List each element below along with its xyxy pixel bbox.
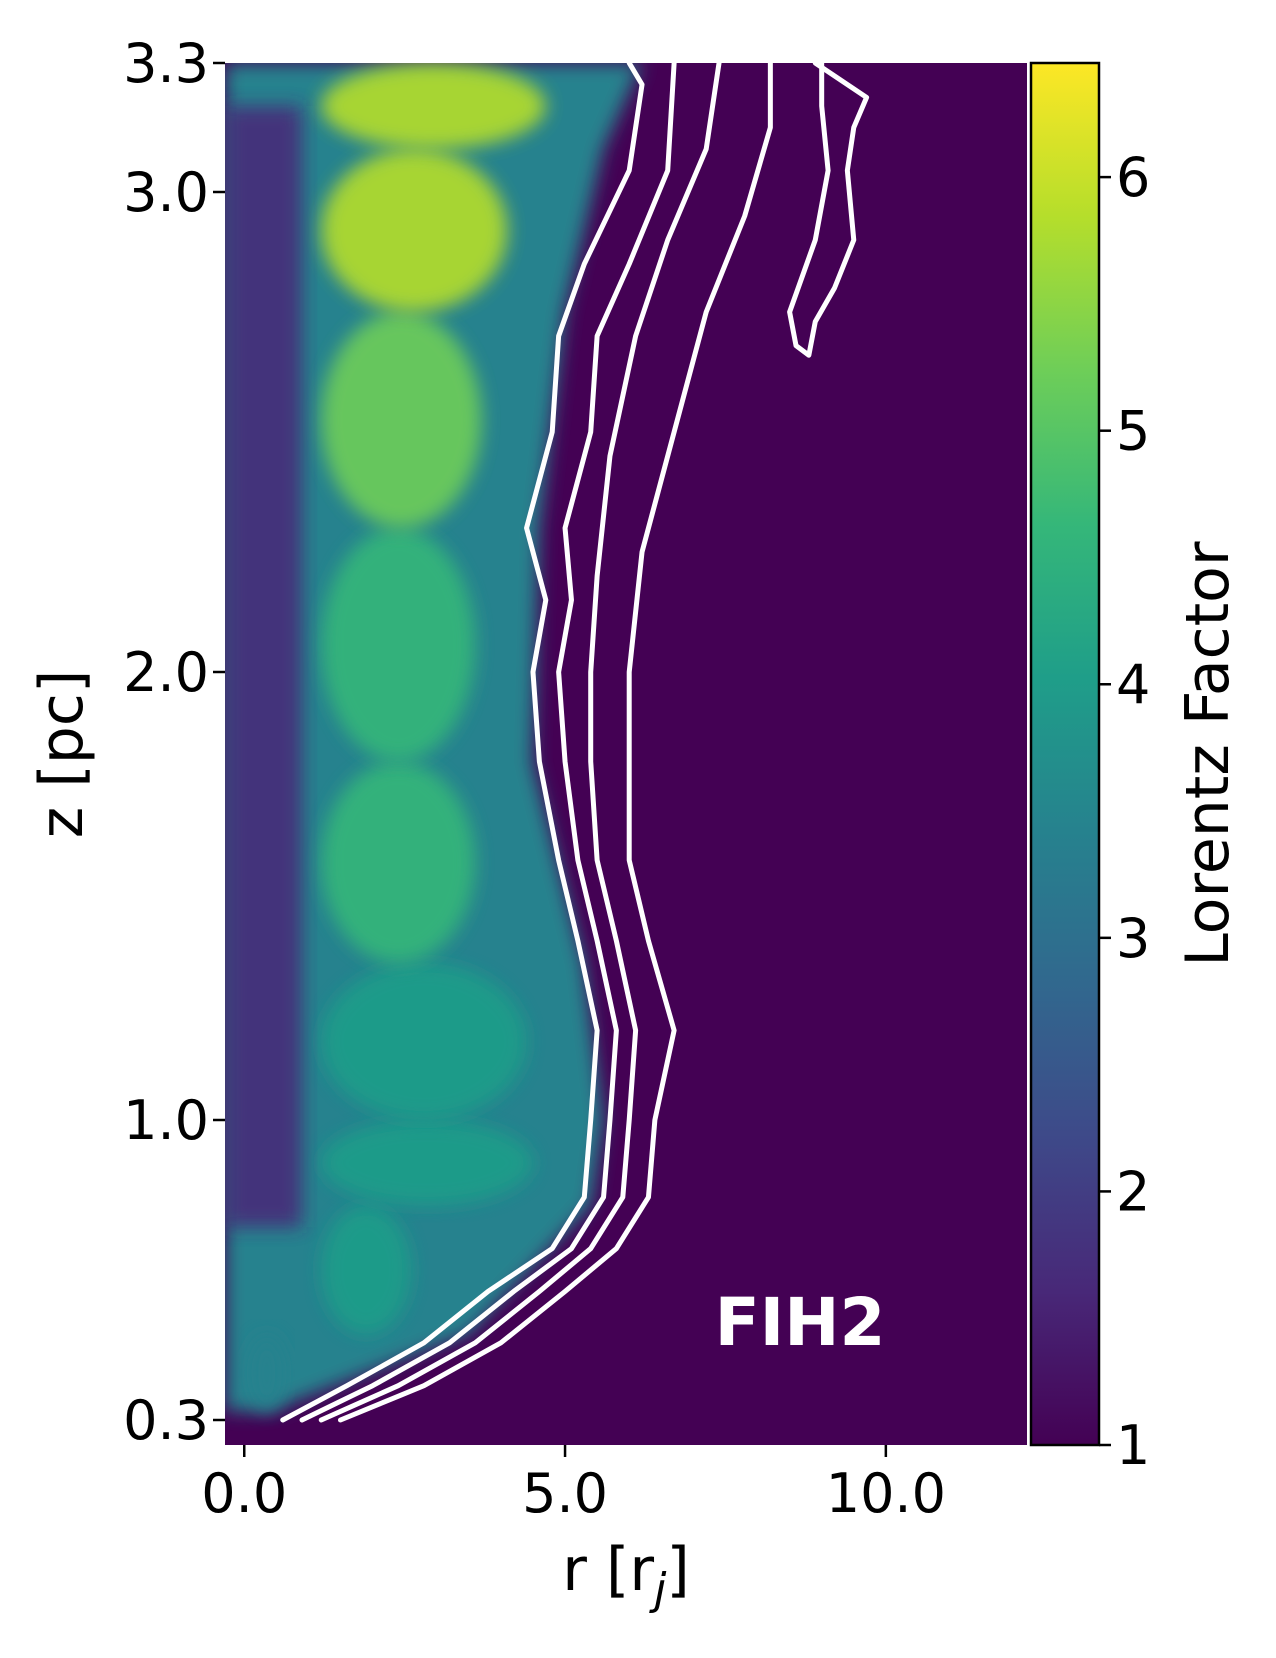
jet-core-band — [321, 1120, 533, 1206]
colorbar-tick-label: 5 — [1116, 400, 1150, 463]
jet-core-band — [321, 528, 476, 762]
x-axis: 0.0 5.0 10.0 — [201, 1445, 946, 1525]
contour-lines — [280, 63, 870, 1423]
colorbar-tick-label: 6 — [1116, 146, 1150, 209]
y-tick-label: 2.0 — [123, 641, 209, 704]
x-tick-label: 5.0 — [522, 1462, 608, 1525]
contour-line — [299, 63, 677, 1423]
y-tick-label: 3.0 — [123, 161, 209, 224]
colorbar-tick-label: 4 — [1116, 653, 1150, 716]
colorbar-tick-label: 1 — [1116, 1414, 1150, 1477]
y-axis-label: z [pc] — [27, 670, 97, 838]
colorbar-ticks: 1 2 3 4 5 6 — [1099, 146, 1150, 1477]
x-axis-label: r [rj] — [562, 1535, 689, 1615]
jet-core-band — [321, 1205, 412, 1335]
x-tick-label: 0.0 — [201, 1462, 287, 1525]
colorbar-bar — [1029, 61, 1101, 1447]
x-axis-label-close: ] — [666, 1535, 689, 1605]
jet-core-band — [246, 1334, 287, 1412]
contour-line — [280, 63, 645, 1423]
contour-line — [337, 63, 773, 1423]
y-tick-label: 3.3 — [123, 32, 209, 95]
contour-line — [318, 63, 722, 1423]
jet-core-band — [321, 761, 476, 964]
jet-core-band — [321, 63, 546, 149]
jet-core-band — [321, 149, 508, 312]
colorbar: 1 2 3 4 5 6 Lorentz Factor — [1029, 61, 1243, 1477]
lorentz-heatmap — [225, 63, 643, 1412]
y-tick-label: 1.0 — [123, 1089, 209, 1152]
y-axis: 0.3 1.0 2.0 3.0 3.3 — [123, 32, 225, 1452]
plot-area: FIH2 — [225, 63, 1027, 1445]
x-axis-label-subscript: j — [649, 1564, 667, 1615]
jet-core-band — [321, 963, 527, 1120]
jet-core-band — [321, 312, 482, 528]
x-axis-label-main: r [r — [562, 1535, 654, 1605]
colorbar-tick-label: 2 — [1116, 1160, 1150, 1223]
contour-line — [787, 63, 870, 358]
simulation-label: FIH2 — [715, 1284, 886, 1361]
jet-spine — [225, 106, 302, 1228]
y-tick-label: 0.3 — [123, 1389, 209, 1452]
colorbar-tick-label: 3 — [1116, 907, 1150, 970]
x-tick-label: 10.0 — [826, 1462, 946, 1525]
colorbar-label: Lorentz Factor — [1173, 541, 1243, 966]
